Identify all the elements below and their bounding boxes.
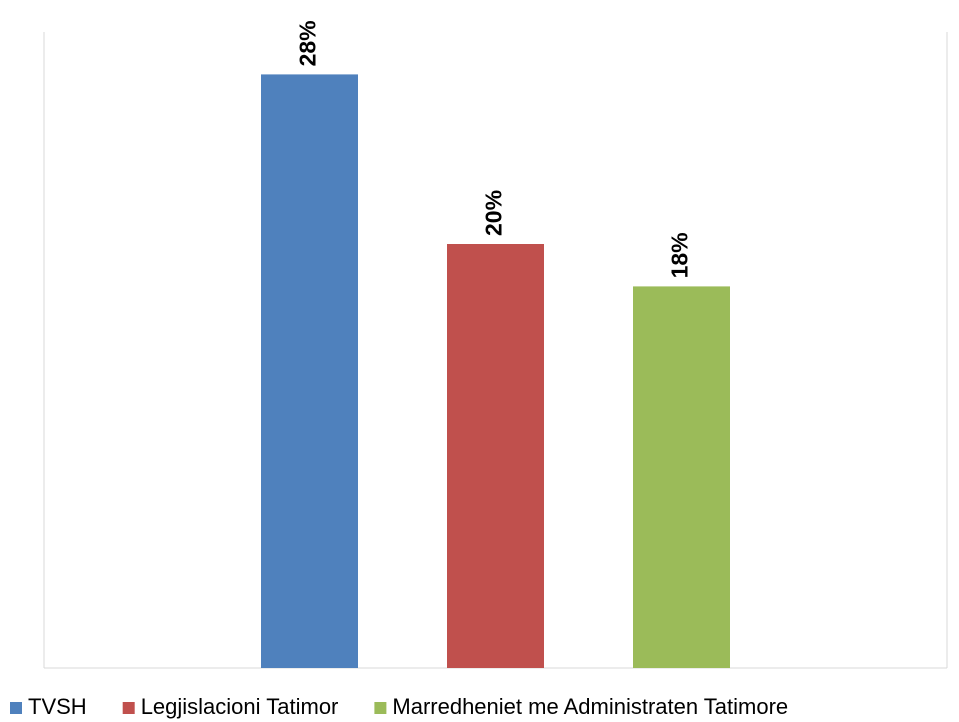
value-label: 18% [667, 232, 693, 278]
legend-label: Marredheniet me Administraten Tatimore [392, 694, 788, 719]
bar [633, 286, 730, 668]
bar [261, 74, 358, 668]
legend-marker [374, 702, 387, 714]
legend-marker [122, 702, 135, 714]
legend-marker [10, 702, 22, 714]
value-label: 28% [295, 20, 321, 66]
legend-label: TVSH [28, 694, 87, 719]
value-label: 20% [481, 190, 507, 236]
legend-label: Legjislacioni Tatimor [141, 694, 339, 719]
bar [447, 244, 544, 668]
